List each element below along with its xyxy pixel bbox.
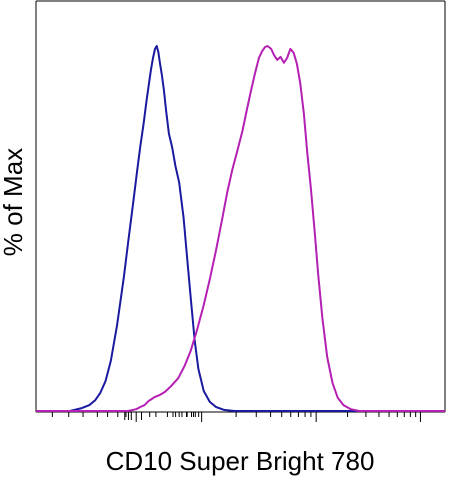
- y-axis-title: % of Max: [0, 148, 28, 256]
- histogram-series-2: [36, 45, 445, 412]
- x-axis-ticks: [51, 412, 421, 422]
- plot-frame: [35, 0, 446, 413]
- histogram-series-1: [36, 45, 445, 412]
- x-axis-title: CD10 Super Bright 780: [106, 446, 375, 476]
- series-layer: [36, 45, 445, 412]
